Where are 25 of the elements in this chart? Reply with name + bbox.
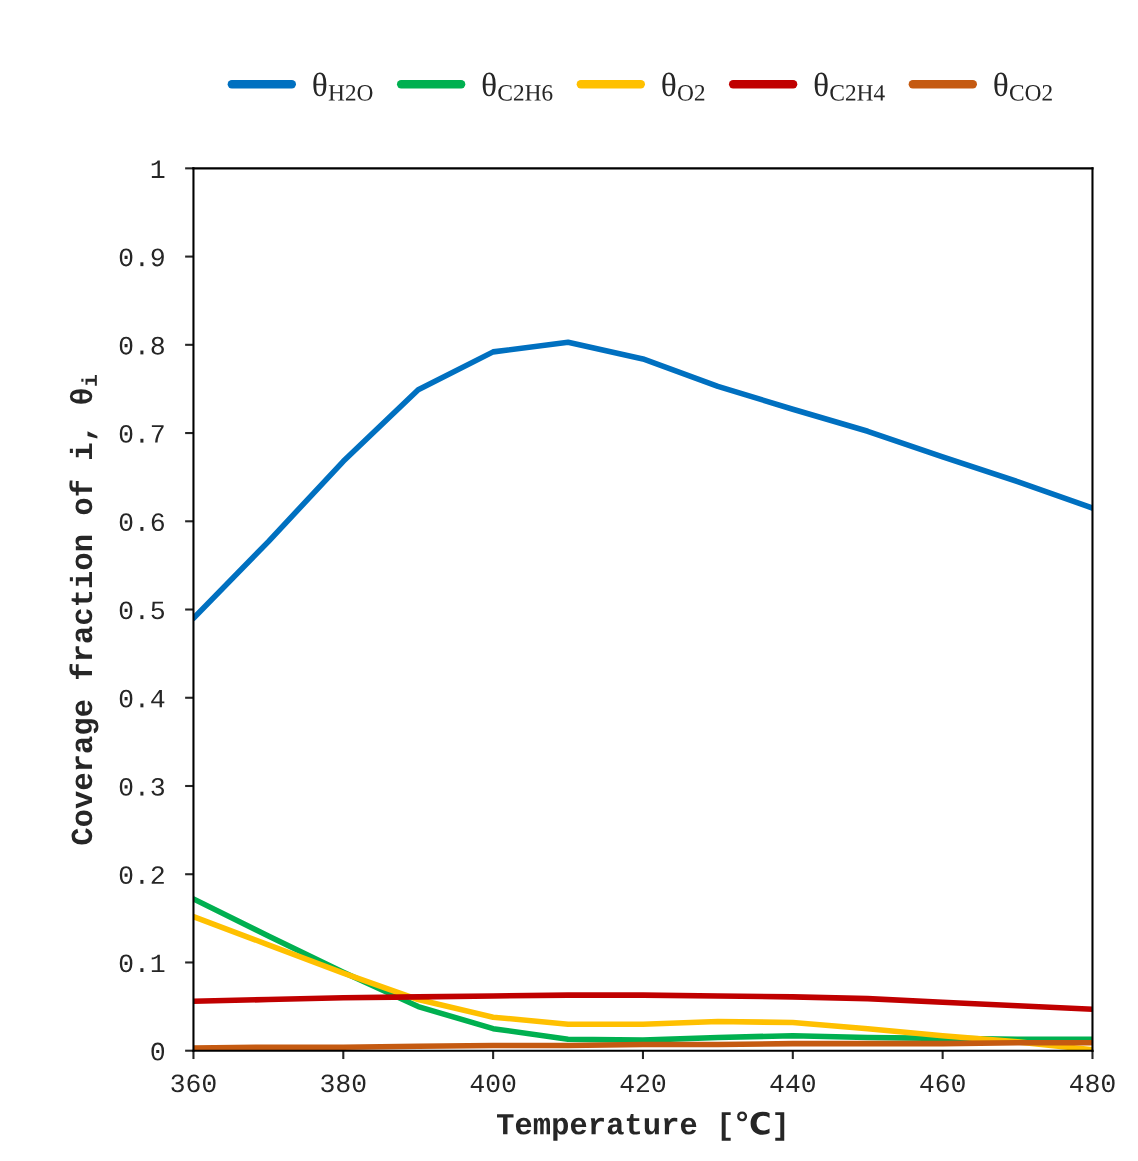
x-tick-label: 460: [920, 1074, 965, 1093]
y-tick-label: 0.1: [119, 954, 165, 973]
x-tick-label: 440: [770, 1074, 815, 1093]
legend-label: θ$_{C2H6}$: [482, 72, 553, 101]
x-tick-label: 360: [171, 1074, 216, 1093]
x-tick-label: 480: [1070, 1074, 1115, 1093]
legend-label: θ$_{O2}$: [662, 72, 705, 101]
y-tick-label: 0.8: [119, 336, 164, 355]
x-tick-label: 380: [321, 1074, 366, 1093]
y-tick-label: 0: [151, 1042, 165, 1061]
x-tick-label: 400: [470, 1074, 516, 1093]
y-tick-label: 0.3: [119, 777, 164, 796]
y-tick-label: 1: [151, 160, 165, 178]
y-tick-label: 0.4: [119, 689, 165, 708]
y-tick-label: 0.9: [119, 248, 164, 267]
legend-label: θ$_{H2O}$: [313, 72, 373, 101]
y-axis-title: Coverage fraction of i, θ$_{i}$: [69, 375, 99, 845]
x-axis-title: Temperature [℃]: [497, 1111, 785, 1141]
y-tick-label: 0.5: [119, 601, 164, 620]
y-tick-label: 0.2: [119, 866, 164, 885]
legend-label: θ$_{CO2}$: [994, 72, 1052, 101]
x-tick-label: 420: [620, 1074, 666, 1093]
legend-label: θ$_{C2H4}$: [814, 72, 885, 101]
y-tick-label: 0.6: [119, 513, 164, 532]
y-tick-label: 0.7: [119, 424, 164, 443]
